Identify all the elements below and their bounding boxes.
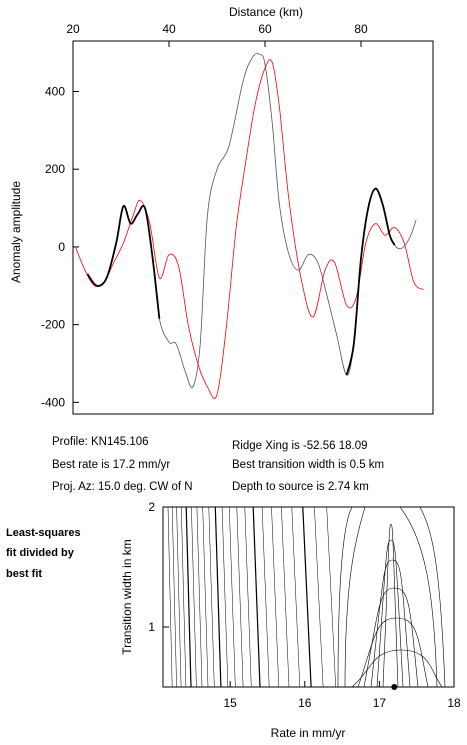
- contour-line: [337, 506, 353, 688]
- contour-line: [326, 506, 336, 688]
- contour-lines: [167, 506, 446, 688]
- contour-line: [176, 506, 182, 688]
- contour-line: [167, 506, 173, 688]
- contour-line: [191, 506, 197, 688]
- depth-to-source-text: Depth to source is 2.74 km: [232, 481, 369, 493]
- contour-frame: [162, 506, 455, 688]
- y-axis-title: Anomaly amplitude: [9, 181, 23, 283]
- contour-y-tick-label: 1: [148, 620, 155, 634]
- series-line: [87, 53, 417, 389]
- x-tick-label: 40: [162, 22, 176, 36]
- best-rate-text: Best rate is 17.2 mm/yr: [52, 459, 170, 471]
- contour-line: [419, 506, 446, 688]
- contour-line: [370, 559, 411, 688]
- contour-line: [399, 506, 438, 688]
- contour-line: [181, 506, 187, 688]
- profile-text: Profile: KN145.106: [52, 436, 149, 448]
- info-block: Profile: KN145.106 Best rate is 17.2 mm/…: [52, 436, 384, 493]
- x-tick-label: 80: [354, 22, 368, 36]
- anomaly-profile-chart: Distance (km) 20 40 60 80 -400 -200 0 200 400 A…: [9, 5, 434, 415]
- x-axis-title: Distance (km): [229, 5, 303, 19]
- transition-width-text: Best transition width is 0.5 km: [232, 459, 384, 471]
- misfit-contour-chart: 15 16 17 18 12 Rate in mm/yr Transition wid…: [120, 500, 461, 740]
- contour-line: [244, 506, 252, 688]
- y-tick-label: -400: [41, 395, 65, 409]
- y-tick-label: 200: [45, 162, 65, 176]
- series-line: [86, 204, 161, 319]
- note-line-3: best fit: [6, 568, 42, 580]
- note-line-2: fit divided by: [6, 547, 75, 559]
- contour-line: [261, 506, 270, 688]
- projection-azimuth-text: Proj. Az: 15.0 deg. CW of N: [52, 481, 193, 493]
- contour-line: [171, 506, 177, 688]
- contour-line: [314, 506, 324, 688]
- contour-line: [363, 587, 419, 688]
- contour-line: [214, 506, 222, 688]
- contour-line: [357, 617, 429, 688]
- contour-line: [382, 523, 399, 688]
- y-tick-label: 0: [58, 240, 65, 254]
- contour-x-tick-label: 17: [373, 696, 387, 710]
- contour-x-tick-label: 15: [223, 696, 237, 710]
- contour-note: Least-squares fit divided by best fit: [6, 527, 81, 580]
- contour-line: [252, 506, 261, 688]
- series-group: [75, 53, 424, 399]
- contour-line: [271, 506, 280, 688]
- contour-line: [236, 506, 244, 688]
- contour-line: [208, 506, 215, 688]
- contour-y-tick-label: 2: [148, 500, 155, 514]
- contour-y-tick-group: 12: [148, 500, 169, 634]
- x-tick-label: 20: [66, 22, 80, 36]
- ridge-crossing-text: Ridge Xing is -52.56 18.09: [232, 440, 368, 452]
- contour-line: [221, 506, 229, 688]
- contour-line: [196, 506, 203, 688]
- series-line: [345, 187, 396, 376]
- x-tick-label: 60: [258, 22, 272, 36]
- contour-line: [376, 539, 404, 688]
- contour-x-tick-group: 15 16 17 18: [223, 681, 461, 710]
- contour-line: [344, 506, 366, 688]
- contour-y-axis-title: Transition width in km: [120, 539, 134, 655]
- y-tick-label: 400: [45, 85, 65, 99]
- contour-line: [229, 506, 236, 688]
- contour-x-tick-label: 16: [298, 696, 312, 710]
- plot-frame: [72, 40, 434, 415]
- y-tick-label: -200: [41, 318, 65, 332]
- note-line-1: Least-squares: [6, 527, 81, 539]
- contour-line: [281, 506, 290, 688]
- contour-line: [291, 506, 301, 688]
- contour-x-tick-label: 18: [447, 696, 461, 710]
- contour-line: [202, 506, 209, 688]
- contour-x-axis-title: Rate in mm/yr: [271, 726, 346, 740]
- y-tick-group: -400 -200 0 200 400: [41, 85, 79, 409]
- contour-line: [302, 506, 312, 688]
- contour-line: [185, 506, 192, 688]
- x-tick-group: 20 40 60 80: [66, 22, 368, 47]
- series-line: [75, 59, 424, 399]
